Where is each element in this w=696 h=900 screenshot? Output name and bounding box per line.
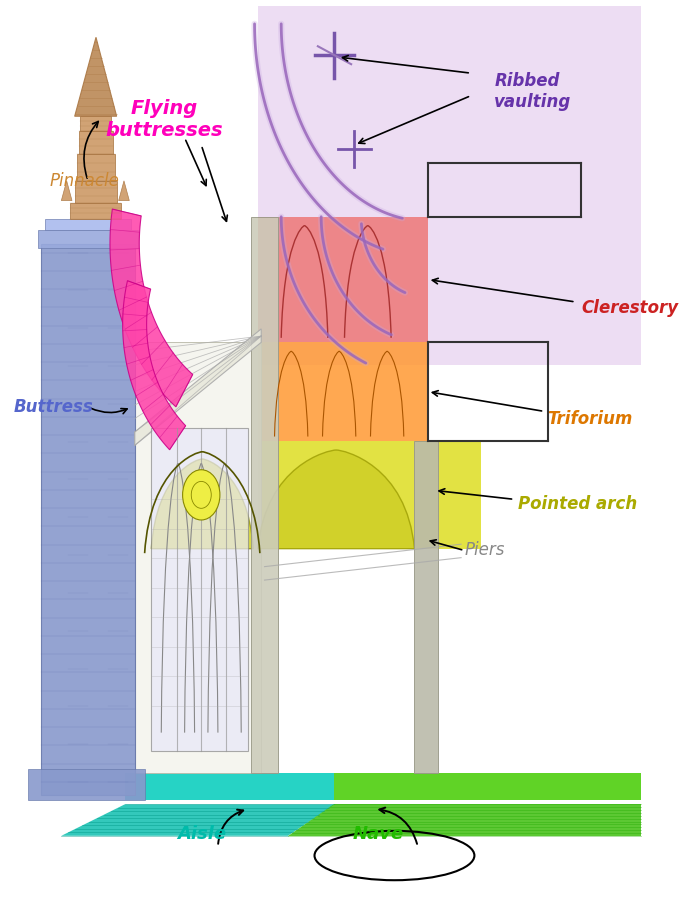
- Polygon shape: [28, 769, 145, 800]
- Text: Pinnacle: Pinnacle: [49, 172, 119, 190]
- Text: Pointed arch: Pointed arch: [518, 495, 637, 513]
- Polygon shape: [45, 219, 132, 230]
- Polygon shape: [125, 773, 335, 800]
- Polygon shape: [80, 116, 111, 131]
- Polygon shape: [151, 428, 248, 751]
- Polygon shape: [79, 131, 113, 154]
- Polygon shape: [134, 342, 261, 773]
- Polygon shape: [74, 37, 117, 116]
- Polygon shape: [41, 244, 134, 796]
- Polygon shape: [70, 203, 121, 219]
- Polygon shape: [118, 181, 129, 201]
- Polygon shape: [74, 181, 117, 203]
- Polygon shape: [258, 441, 481, 549]
- Text: Triforium: Triforium: [548, 410, 633, 427]
- Polygon shape: [258, 217, 428, 342]
- Polygon shape: [414, 441, 438, 773]
- Polygon shape: [61, 805, 335, 836]
- Polygon shape: [335, 773, 641, 800]
- Polygon shape: [61, 181, 72, 201]
- Polygon shape: [251, 217, 278, 773]
- Text: Nave: Nave: [352, 825, 404, 843]
- Text: Buttress: Buttress: [13, 398, 93, 416]
- Polygon shape: [38, 230, 138, 248]
- Polygon shape: [258, 6, 641, 365]
- Polygon shape: [258, 342, 428, 441]
- PathPatch shape: [151, 459, 253, 549]
- Circle shape: [182, 470, 220, 520]
- Polygon shape: [77, 154, 115, 181]
- Polygon shape: [110, 209, 193, 407]
- PathPatch shape: [258, 450, 414, 549]
- Text: Flying
buttresses: Flying buttresses: [106, 99, 223, 140]
- Polygon shape: [288, 805, 641, 836]
- Text: Clerestory: Clerestory: [581, 299, 678, 317]
- Polygon shape: [134, 328, 261, 446]
- Text: Aisle: Aisle: [177, 825, 226, 843]
- Text: Piers: Piers: [464, 542, 505, 560]
- Polygon shape: [122, 281, 186, 450]
- Text: Ribbed
vaulting: Ribbed vaulting: [494, 72, 571, 111]
